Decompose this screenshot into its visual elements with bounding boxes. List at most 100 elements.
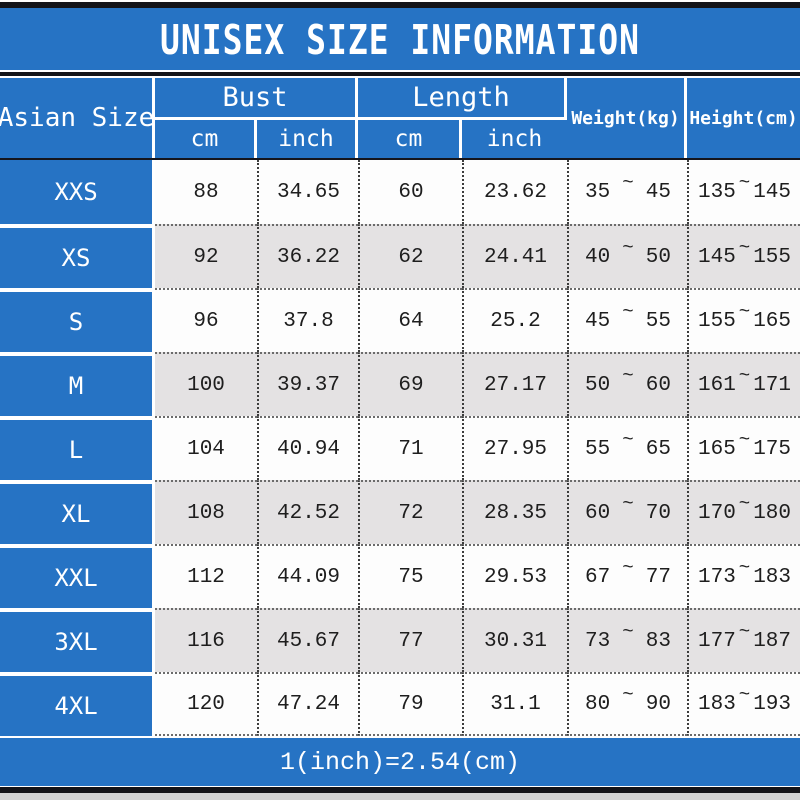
range-tilde: ~ xyxy=(738,172,751,194)
height-range: 135 ~145 xyxy=(687,160,800,224)
size-label: 3XL xyxy=(0,608,155,672)
bust-cm-value: 92 xyxy=(155,224,257,288)
weight-range: 55 ~65 xyxy=(567,416,687,480)
weight-range-min: 55 xyxy=(585,437,611,461)
bust-inch-value: 40.94 xyxy=(257,416,358,480)
bust-cm-value: 112 xyxy=(155,544,257,608)
height-range-max: 165 xyxy=(753,309,791,333)
length-cm-value: 79 xyxy=(358,672,462,736)
range-tilde: ~ xyxy=(738,557,751,579)
title-banner: UNISEX SIZE INFORMATION xyxy=(0,8,800,70)
table-row: XXL 112 44.09 75 29.53 67 ~77 173 ~183 xyxy=(0,544,800,608)
height-range-max: 183 xyxy=(753,565,791,589)
range-tilde: ~ xyxy=(622,493,634,515)
size-label: XXL xyxy=(0,544,155,608)
height-range: 155 ~165 xyxy=(687,288,800,352)
length-cm-value: 75 xyxy=(358,544,462,608)
height-range-min: 165 xyxy=(698,437,736,461)
bust-cm-value: 88 xyxy=(193,180,219,204)
size-label: XL xyxy=(0,480,155,544)
size-label: XXS xyxy=(0,160,155,224)
range-tilde: ~ xyxy=(622,684,634,706)
height-range-min: 145 xyxy=(698,245,736,269)
length-cm-value: 72 xyxy=(358,480,462,544)
bust-inch-value: 34.65 xyxy=(257,160,358,224)
range-tilde: ~ xyxy=(622,365,634,387)
range-tilde: ~ xyxy=(738,621,751,643)
table-header: Asian Size Bust Length Weight(kg) Height… xyxy=(0,78,800,160)
weight-range: 50 ~60 xyxy=(567,352,687,416)
size-label: XS xyxy=(0,224,155,288)
weight-range-max: 60 xyxy=(645,373,671,397)
weight-range: 80 ~90 xyxy=(567,672,687,736)
header-bust-cm: cm xyxy=(155,120,257,158)
height-range-max: 193 xyxy=(753,692,791,716)
weight-range-min: 35 xyxy=(585,180,611,204)
bottom-black-bar xyxy=(0,786,800,793)
weight-range-max: 65 xyxy=(645,437,671,461)
table-row: 3XL 116 45.67 77 30.31 73 ~83 177 ~187 xyxy=(0,608,800,672)
weight-range: 73 ~83 xyxy=(567,608,687,672)
weight-range-max: 50 xyxy=(645,245,671,269)
table-row: M 100 39.37 69 27.17 50 ~60 161 ~171 xyxy=(0,352,800,416)
title-separator xyxy=(0,70,800,78)
height-range: 161 ~171 xyxy=(687,352,800,416)
range-tilde: ~ xyxy=(622,172,634,194)
weight-range-max: 55 xyxy=(645,309,671,333)
weight-range-max: 70 xyxy=(645,501,671,525)
weight-range: 60 ~70 xyxy=(567,480,687,544)
weight-range: 35 ~45 xyxy=(567,160,687,224)
range-tilde: ~ xyxy=(622,429,634,451)
bust-cm-value: 120 xyxy=(155,672,257,736)
bust-inch-value: 44.09 xyxy=(257,544,358,608)
weight-range-min: 80 xyxy=(585,692,611,716)
range-tilde: ~ xyxy=(622,621,634,643)
bottom-edge xyxy=(0,793,800,800)
length-cm-value: 77 xyxy=(358,608,462,672)
bust-cm-value: 116 xyxy=(155,608,257,672)
height-range-max: 155 xyxy=(753,245,791,269)
page-title: UNISEX SIZE INFORMATION xyxy=(160,14,640,64)
height-range-min: 170 xyxy=(698,501,736,525)
weight-range-min: 45 xyxy=(585,309,611,333)
size-label: M xyxy=(0,352,155,416)
header-height: Height(cm) xyxy=(687,78,800,158)
length-inch-value: 25.2 xyxy=(462,288,567,352)
weight-range: 45 ~55 xyxy=(567,288,687,352)
table-body: XXS 88 34.65 60 23.62 35 ~45 135 ~145 XS 92 36.22 62… xyxy=(0,160,800,736)
height-range-min: 155 xyxy=(698,309,736,333)
bust-inch-value: 39.37 xyxy=(257,352,358,416)
weight-range-min: 40 xyxy=(585,245,611,269)
top-edge xyxy=(0,0,800,2)
weight-range: 40 ~50 xyxy=(567,224,687,288)
table-row: XS 92 36.22 62 24.41 40 ~50 145 ~155 xyxy=(0,224,800,288)
range-tilde: ~ xyxy=(738,429,751,451)
conversion-note: 1(inch)=2.54(cm) xyxy=(0,736,800,786)
height-range: 183 ~193 xyxy=(687,672,800,736)
height-range-min: 135 xyxy=(698,180,736,204)
height-range-min: 173 xyxy=(698,565,736,589)
range-tilde: ~ xyxy=(622,237,634,259)
length-inch-value: 31.1 xyxy=(462,672,567,736)
height-range-max: 180 xyxy=(753,501,791,525)
range-tilde: ~ xyxy=(622,301,634,323)
length-inch-value: 27.95 xyxy=(462,416,567,480)
height-range-min: 183 xyxy=(698,692,736,716)
length-cm-value: 60 xyxy=(358,160,462,224)
length-inch-value: 23.62 xyxy=(462,160,567,224)
length-inch-value: 28.35 xyxy=(462,480,567,544)
height-range: 170 ~180 xyxy=(687,480,800,544)
header-weight: Weight(kg) xyxy=(567,78,687,158)
bust-inch-value: 36.22 xyxy=(257,224,358,288)
table-row: 4XL 120 47.24 79 31.1 80 ~90 183 ~193 xyxy=(0,672,800,736)
height-range-min: 177 xyxy=(698,629,736,653)
header-asian-size: Asian Size xyxy=(0,78,155,158)
top-black-bar xyxy=(0,2,800,8)
table-row: S 96 37.8 64 25.2 45 ~55 155 ~165 xyxy=(0,288,800,352)
bust-cm-value: 96 xyxy=(155,288,257,352)
length-inch-value: 29.53 xyxy=(462,544,567,608)
table-row: L 104 40.94 71 27.95 55 ~65 165 ~175 xyxy=(0,416,800,480)
weight-range-min: 60 xyxy=(585,501,611,525)
length-cm-value: 62 xyxy=(358,224,462,288)
table-row: XL 108 42.52 72 28.35 60 ~70 170 ~180 xyxy=(0,480,800,544)
